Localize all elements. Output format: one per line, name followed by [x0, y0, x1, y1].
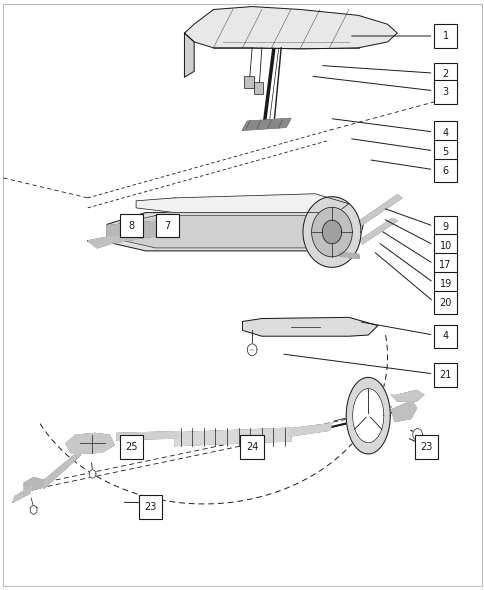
FancyBboxPatch shape [433, 324, 456, 348]
FancyBboxPatch shape [120, 214, 143, 237]
FancyBboxPatch shape [138, 495, 162, 519]
Polygon shape [184, 33, 194, 77]
Polygon shape [352, 389, 383, 442]
Polygon shape [107, 221, 155, 242]
Polygon shape [174, 428, 290, 445]
Polygon shape [24, 477, 44, 492]
Text: 6: 6 [441, 166, 448, 176]
FancyBboxPatch shape [433, 363, 456, 386]
FancyBboxPatch shape [253, 82, 263, 94]
FancyBboxPatch shape [433, 272, 456, 296]
Polygon shape [117, 215, 348, 248]
Text: 4: 4 [441, 331, 448, 341]
Polygon shape [66, 433, 114, 454]
FancyBboxPatch shape [433, 24, 456, 48]
Text: 2: 2 [441, 69, 448, 79]
Text: 21: 21 [439, 370, 451, 380]
Text: 17: 17 [439, 260, 451, 270]
Text: 10: 10 [439, 241, 451, 251]
Polygon shape [412, 428, 422, 440]
Text: 8: 8 [128, 221, 134, 231]
Text: 5: 5 [441, 147, 448, 157]
Polygon shape [391, 401, 416, 421]
Polygon shape [322, 220, 341, 244]
FancyBboxPatch shape [433, 253, 456, 277]
FancyBboxPatch shape [433, 122, 456, 145]
FancyBboxPatch shape [120, 435, 143, 458]
Polygon shape [346, 378, 390, 454]
Text: 25: 25 [125, 442, 137, 452]
Polygon shape [247, 344, 257, 356]
FancyBboxPatch shape [433, 159, 456, 182]
Text: 1: 1 [441, 31, 448, 41]
FancyBboxPatch shape [433, 234, 456, 258]
Polygon shape [311, 207, 351, 257]
Polygon shape [358, 218, 396, 244]
Text: 3: 3 [441, 87, 448, 97]
Polygon shape [242, 317, 377, 336]
FancyBboxPatch shape [433, 80, 456, 104]
Polygon shape [358, 195, 401, 225]
Polygon shape [89, 470, 96, 478]
Polygon shape [136, 194, 348, 212]
Polygon shape [37, 454, 80, 488]
Text: 9: 9 [441, 222, 448, 232]
Polygon shape [242, 119, 290, 130]
FancyBboxPatch shape [414, 435, 437, 458]
Polygon shape [30, 505, 37, 514]
Text: 23: 23 [419, 442, 432, 452]
FancyBboxPatch shape [155, 214, 179, 237]
Text: 7: 7 [164, 221, 170, 231]
Polygon shape [338, 252, 359, 258]
Text: 19: 19 [439, 279, 451, 289]
FancyBboxPatch shape [240, 435, 263, 458]
Polygon shape [13, 486, 32, 502]
FancyBboxPatch shape [243, 76, 253, 88]
FancyBboxPatch shape [433, 140, 456, 163]
Polygon shape [117, 431, 179, 440]
Polygon shape [107, 212, 363, 251]
Text: 24: 24 [245, 442, 258, 452]
Polygon shape [88, 234, 136, 248]
Polygon shape [391, 391, 423, 401]
Polygon shape [288, 423, 331, 436]
FancyBboxPatch shape [433, 216, 456, 239]
Text: 23: 23 [144, 502, 156, 512]
FancyBboxPatch shape [433, 63, 456, 86]
Text: 20: 20 [439, 297, 451, 307]
Text: 4: 4 [441, 128, 448, 138]
FancyBboxPatch shape [433, 291, 456, 314]
Polygon shape [184, 6, 396, 49]
Polygon shape [302, 196, 360, 267]
